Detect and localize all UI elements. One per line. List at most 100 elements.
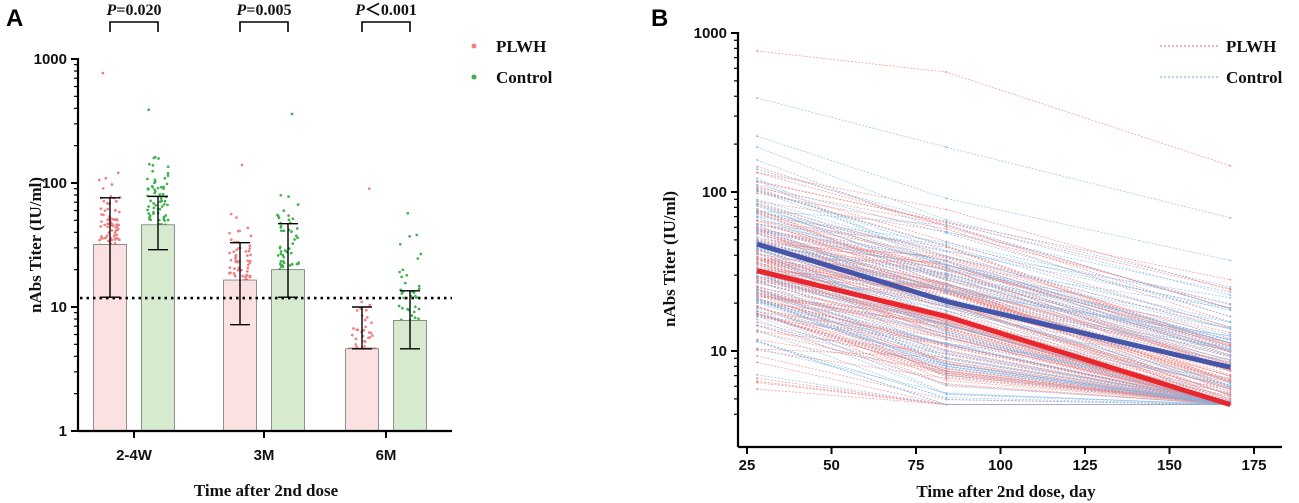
point-control-6M xyxy=(413,294,417,298)
significance-bracket-2 xyxy=(361,21,411,32)
individual-line-plwh xyxy=(756,275,1231,405)
individual-point-control xyxy=(756,228,759,231)
individual-point-control xyxy=(756,179,759,182)
individual-line-plwh xyxy=(757,298,1231,405)
individual-point-control xyxy=(945,326,948,329)
point-plwh-3M xyxy=(228,231,231,235)
individual-line-control xyxy=(756,298,1231,405)
individual-point-plwh xyxy=(945,360,948,363)
point-plwh-6M xyxy=(362,329,366,332)
individual-point-control xyxy=(945,243,948,246)
panel-b-y-axis-title: nAbs Titer (IU/ml) xyxy=(660,191,679,327)
individual-point-control xyxy=(945,392,948,394)
point-control-6M xyxy=(397,304,401,308)
point-control-3M xyxy=(279,193,283,197)
point-plwh-2-4W xyxy=(102,199,106,203)
panel-b-axes: 10 100 1000 25 50 75 100 125 150 175 xyxy=(694,25,1282,474)
individual-line-plwh xyxy=(757,200,1231,306)
individual-point-control xyxy=(756,258,759,261)
point-plwh-2-4W xyxy=(100,220,103,223)
individual-point-plwh xyxy=(756,265,759,268)
individual-point-control xyxy=(756,183,759,186)
panel-a: P=0.020 P=0.005 P＜0.001 1 10 100 1000 2-4W 3M 6M… xyxy=(26,2,553,500)
point-control-2-4W xyxy=(152,206,156,210)
point-control-3M xyxy=(296,236,299,240)
point-control-6M xyxy=(417,287,421,291)
point-plwh-2-4W xyxy=(113,231,117,235)
point-plwh-2-4W xyxy=(97,178,101,182)
point-plwh-6M xyxy=(354,337,358,341)
point-plwh-2-4W xyxy=(104,236,108,239)
point-control-2-4W xyxy=(147,205,150,208)
point-control-2-4W xyxy=(158,192,162,196)
point-control-2-4W xyxy=(147,212,151,215)
point-plwh-6M xyxy=(363,318,367,322)
individual-point-control xyxy=(945,197,948,200)
point-plwh-2-4W xyxy=(105,234,109,237)
point-plwh-3M xyxy=(248,259,252,263)
individual-point-control xyxy=(756,159,759,161)
point-control-3M xyxy=(280,229,283,233)
point-plwh-2-4W xyxy=(104,176,108,180)
panel-b-y-tick-label: 1000 xyxy=(694,25,727,42)
point-plwh-6M xyxy=(350,333,354,337)
individual-point-control xyxy=(1229,350,1232,353)
individual-point-control xyxy=(756,306,759,309)
individual-point-control xyxy=(756,328,759,331)
individual-point-control xyxy=(1229,327,1232,330)
legend-plwh-marker-a xyxy=(471,43,477,49)
individual-point-control xyxy=(1229,400,1232,403)
panel-b-x-tick-label: 175 xyxy=(1241,457,1266,474)
individual-point-control xyxy=(1229,309,1232,312)
individual-point-control xyxy=(756,318,759,321)
individual-point-control xyxy=(756,278,759,281)
point-control-3M xyxy=(291,217,295,221)
individual-point-control xyxy=(945,398,948,401)
point-plwh-3M xyxy=(229,258,233,262)
individual-point-plwh xyxy=(1229,393,1232,396)
individual-point-control xyxy=(1229,385,1232,388)
individual-point-control xyxy=(1229,321,1232,324)
individual-point-plwh xyxy=(756,305,759,308)
point-control-6M xyxy=(401,306,404,310)
individual-point-control xyxy=(1229,306,1232,309)
point-control-2-4W xyxy=(147,108,151,112)
individual-point-plwh xyxy=(1229,375,1232,378)
individual-point-control xyxy=(945,305,948,308)
individual-point-control xyxy=(756,310,759,313)
point-control-6M xyxy=(404,281,407,285)
individual-line-plwh xyxy=(757,349,1231,405)
point-plwh-2-4W xyxy=(101,71,105,75)
individual-point-control xyxy=(945,255,948,257)
individual-point-control xyxy=(756,215,759,218)
point-plwh-6M xyxy=(367,187,371,191)
individual-point-control xyxy=(756,209,759,212)
individual-point-control xyxy=(945,266,948,269)
individual-point-plwh xyxy=(945,329,948,332)
point-plwh-2-4W xyxy=(105,201,109,205)
individual-point-control xyxy=(1229,345,1232,348)
point-control-2-4W xyxy=(146,177,149,181)
individual-point-plwh xyxy=(756,381,759,384)
point-control-2-4W xyxy=(149,218,153,222)
individual-point-control xyxy=(945,232,948,234)
individual-point-control xyxy=(756,187,759,190)
point-plwh-3M xyxy=(241,274,244,278)
point-control-3M xyxy=(287,218,291,222)
point-plwh-2-4W xyxy=(100,213,103,216)
individual-point-control xyxy=(756,263,759,266)
individual-point-plwh xyxy=(756,380,759,383)
point-control-2-4W xyxy=(149,199,152,203)
individual-point-control xyxy=(1229,216,1232,219)
individual-point-control xyxy=(756,315,759,318)
individual-point-control xyxy=(1229,361,1232,363)
individual-point-control xyxy=(756,200,759,203)
individual-line-plwh xyxy=(757,50,1231,167)
point-plwh-3M xyxy=(229,238,233,241)
panel-b-y-tick-label: 100 xyxy=(702,184,727,201)
individual-point-plwh xyxy=(756,165,759,168)
point-control-2-4W xyxy=(162,217,166,221)
panel-a-y-tick-label: 100 xyxy=(42,175,67,192)
individual-point-control xyxy=(945,288,948,291)
individual-point-control xyxy=(756,177,759,180)
